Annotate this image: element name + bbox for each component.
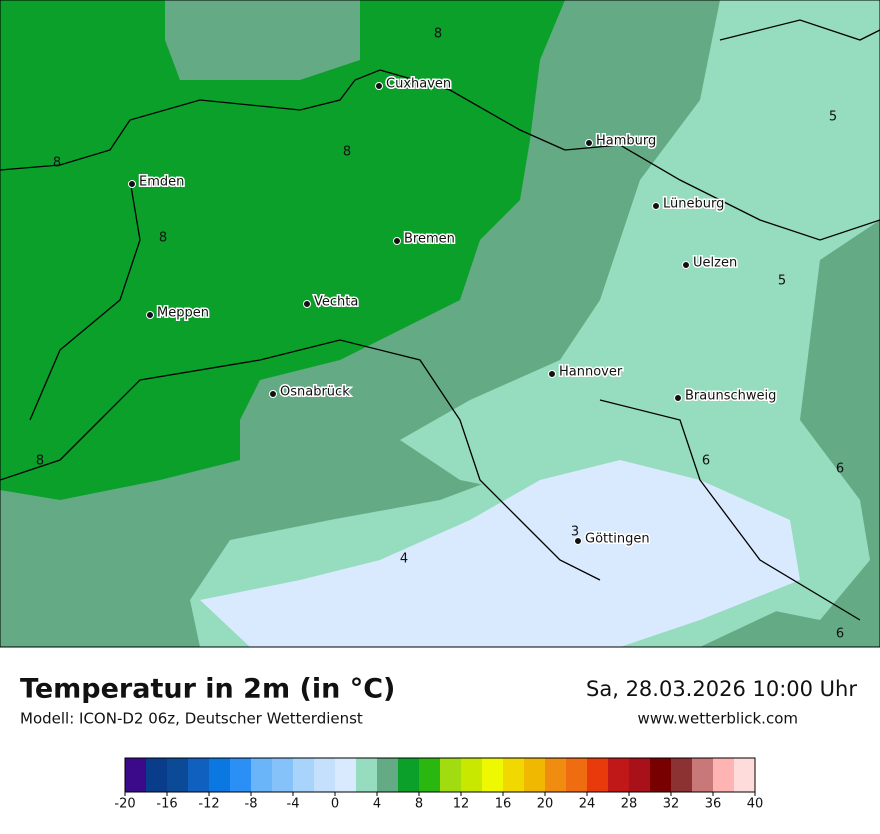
city-label: Hamburg <box>596 134 656 149</box>
city-dot <box>652 202 660 210</box>
legend-swatch <box>503 758 525 792</box>
isoline-label: 4 <box>400 552 408 567</box>
legend-swatch <box>482 758 504 792</box>
legend-swatch <box>167 758 189 792</box>
legend-swatch <box>146 758 168 792</box>
map: Cuxhaven Hamburg Emden Lüneburg Bremen Uelzen… <box>0 0 880 648</box>
legend-tick-label: -12 <box>198 797 219 812</box>
legend-swatch <box>377 758 399 792</box>
isoline-label: 8 <box>434 27 442 42</box>
isoline-label: 8 <box>53 156 61 171</box>
isoline-label: 3 <box>571 525 579 540</box>
legend-swatch <box>650 758 672 792</box>
legend-swatch <box>566 758 588 792</box>
legend-tick-label: -4 <box>287 797 300 812</box>
city-dot <box>548 370 556 378</box>
border-line <box>0 19 880 621</box>
cool-region <box>400 0 880 620</box>
isoline-label: 5 <box>829 110 837 125</box>
legend-frame <box>124 757 756 793</box>
legend-swatch <box>125 758 147 792</box>
legend-tick-label: 40 <box>747 797 764 812</box>
coastline <box>0 69 566 171</box>
legend-swatch <box>209 758 231 792</box>
city-dot <box>269 390 277 398</box>
legend-swatch <box>545 758 567 792</box>
legend-swatch <box>692 758 714 792</box>
city-label: Lüneburg <box>663 197 724 212</box>
legend-swatch <box>671 758 693 792</box>
city-dot <box>574 537 582 545</box>
legend-swatch <box>461 758 483 792</box>
legend-swatch <box>314 758 336 792</box>
isoline-label: 5 <box>778 274 786 289</box>
legend-swatch <box>272 758 294 792</box>
legend-swatch <box>188 758 210 792</box>
legend-swatch <box>608 758 630 792</box>
city-dot <box>682 261 690 269</box>
isoline-label: 6 <box>836 627 844 642</box>
website: www.wetterblick.com <box>638 710 798 728</box>
city-label: Vechta <box>314 295 358 310</box>
map-frame <box>0 0 880 648</box>
legend-swatch <box>419 758 441 792</box>
isoline-label: 8 <box>36 454 44 469</box>
legend-tick-label: 16 <box>495 797 512 812</box>
city-label: Uelzen <box>693 256 737 271</box>
legend-swatch <box>398 758 420 792</box>
isoline-label: 8 <box>159 231 167 246</box>
city-label: Braunschweig <box>685 389 776 404</box>
legend-swatch <box>335 758 357 792</box>
warm-region <box>0 0 565 500</box>
legend-swatch <box>293 758 315 792</box>
legend-tick-label: -20 <box>114 797 135 812</box>
legend-swatch <box>734 758 756 792</box>
legend-tick-label: 8 <box>415 797 423 812</box>
legend-tick-label: 12 <box>453 797 470 812</box>
city-dot <box>303 300 311 308</box>
legend-tick-label: 36 <box>705 797 722 812</box>
city-label: Cuxhaven <box>386 77 451 92</box>
city-dot <box>393 237 401 245</box>
city-label: Hannover <box>559 365 623 380</box>
legend-tick-label: -16 <box>156 797 177 812</box>
legend-swatch <box>524 758 546 792</box>
legend-swatch <box>629 758 651 792</box>
isoline-label: 8 <box>343 145 351 160</box>
city-dot <box>585 139 593 147</box>
city-label: Meppen <box>157 306 209 321</box>
legend-swatch <box>440 758 462 792</box>
title: Temperatur in 2m (in °C) <box>20 674 395 705</box>
city-label: Osnabrück <box>280 385 350 400</box>
legend-tick-label: 20 <box>537 797 554 812</box>
legend-swatch <box>251 758 273 792</box>
city-label: Emden <box>139 175 184 190</box>
legend-swatch <box>356 758 378 792</box>
datetime: Sa, 28.03.2026 10:00 Uhr <box>586 677 857 701</box>
legend-swatch <box>713 758 735 792</box>
city-dot <box>674 394 682 402</box>
city-label: Göttingen <box>585 532 650 547</box>
isoline-label: 6 <box>702 454 710 469</box>
city-label: Bremen <box>404 232 455 247</box>
city-dot <box>375 82 383 90</box>
legend-tick-label: 24 <box>579 797 596 812</box>
cold-region <box>200 460 800 647</box>
subtitle: Modell: ICON-D2 06z, Deutscher Wetterdie… <box>20 710 363 728</box>
legend-tick-label: 0 <box>331 797 339 812</box>
legend-tick-label: 4 <box>373 797 381 812</box>
legend-swatch <box>587 758 609 792</box>
legend-swatch <box>230 758 252 792</box>
sea-region <box>165 0 360 80</box>
isoline-label: 6 <box>836 462 844 477</box>
city-dot <box>128 180 136 188</box>
legend-tick-label: 32 <box>663 797 680 812</box>
legend-tick-label: -8 <box>245 797 258 812</box>
city-dot <box>146 311 154 319</box>
legend-tick-label: 28 <box>621 797 638 812</box>
